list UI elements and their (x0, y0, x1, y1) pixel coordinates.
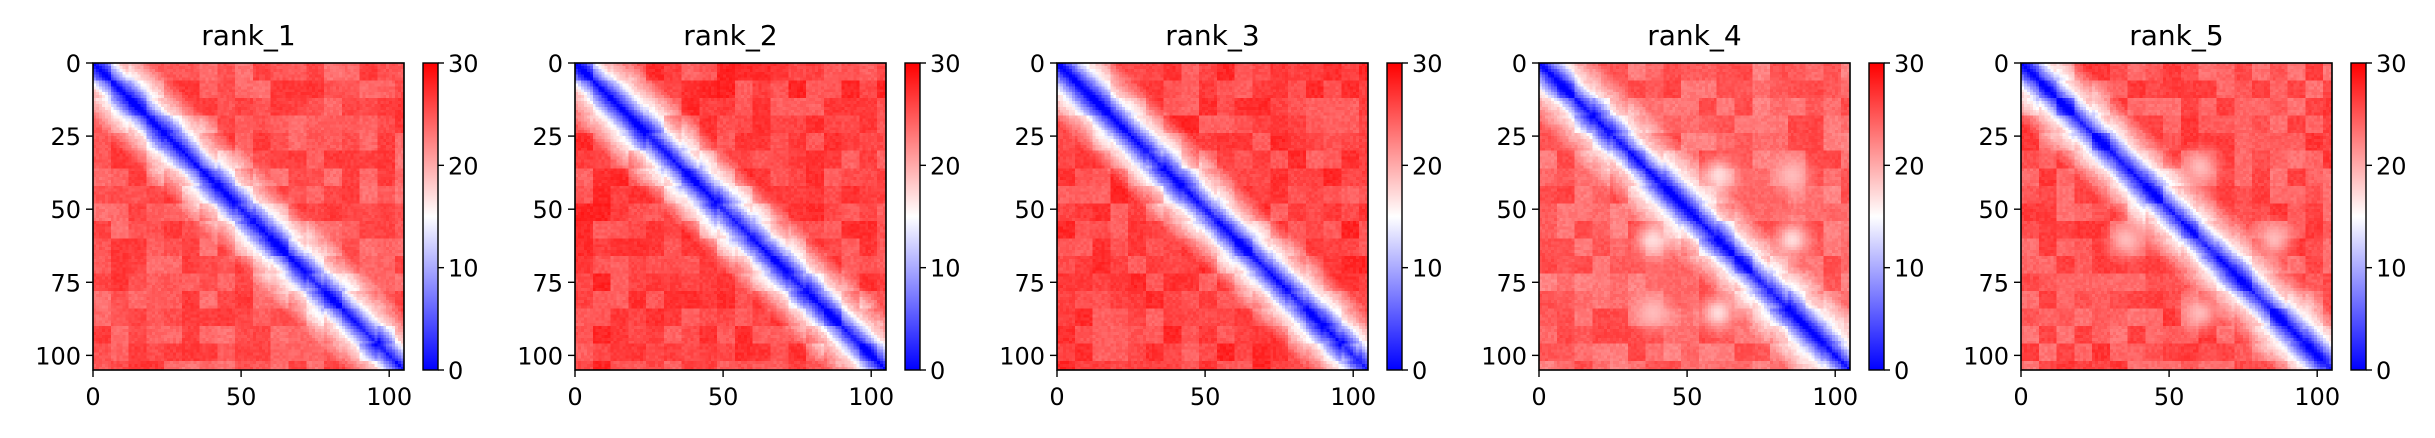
colorbar-tick-label: 20 (1894, 152, 1925, 180)
y-tick-label: 25 (1496, 123, 1527, 151)
x-tick-label: 100 (848, 383, 894, 411)
y-tick-label: 25 (1014, 123, 1045, 151)
colorbar (2350, 62, 2367, 371)
colorbar-tick-label: 30 (930, 50, 961, 78)
colorbar-tick-label: 0 (2376, 357, 2391, 385)
colorbar-tick-label: 10 (2376, 255, 2407, 283)
axes-frame (2020, 62, 2333, 371)
colorbar-tick-label: 0 (1412, 357, 1427, 385)
colorbar-tick-label: 30 (448, 50, 479, 78)
colorbar-tick-label: 0 (1894, 357, 1909, 385)
y-tick-label: 0 (1512, 50, 1527, 78)
colorbar-tick-label: 20 (448, 152, 479, 180)
colorbar-tick-label: 20 (930, 152, 961, 180)
axes-frame (92, 62, 405, 371)
y-tick-label: 100 (35, 342, 81, 370)
x-tick-label: 0 (85, 383, 100, 411)
x-tick-label: 50 (1672, 383, 1703, 411)
x-tick-label: 50 (2154, 383, 2185, 411)
y-tick-label: 100 (999, 342, 1045, 370)
axes-frame (574, 62, 887, 371)
y-tick-label: 50 (532, 196, 563, 224)
colorbar (904, 62, 921, 371)
y-tick-label: 0 (548, 50, 563, 78)
colorbar-tick-label: 30 (1412, 50, 1443, 78)
x-tick-label: 100 (1330, 383, 1376, 411)
colorbar-tick-label: 20 (1412, 152, 1443, 180)
x-tick-label: 100 (1812, 383, 1858, 411)
colorbar-tick-label: 20 (2376, 152, 2407, 180)
y-tick-label: 50 (1014, 196, 1045, 224)
axes-frame (1538, 62, 1851, 371)
colorbar-tick-label: 10 (1412, 255, 1443, 283)
heatmap-image (2021, 63, 2332, 370)
y-tick-label: 75 (1014, 269, 1045, 297)
colorbar-tick-label: 0 (930, 357, 945, 385)
y-tick-label: 25 (532, 123, 563, 151)
y-tick-label: 0 (66, 50, 81, 78)
y-tick-label: 25 (1978, 123, 2009, 151)
colorbar-tick-label: 30 (2376, 50, 2407, 78)
heatmap-image (1539, 63, 1850, 370)
x-tick-label: 100 (2294, 383, 2340, 411)
colorbar (1868, 62, 1885, 371)
x-tick-label: 50 (708, 383, 739, 411)
y-tick-label: 75 (50, 269, 81, 297)
panel-title: rank_5 (2129, 19, 2223, 52)
x-tick-label: 100 (366, 383, 412, 411)
axes-frame (1056, 62, 1369, 371)
x-tick-label: 0 (1049, 383, 1064, 411)
colorbar-tick-label: 10 (448, 255, 479, 283)
heatmap-image (93, 63, 404, 370)
heatmap-image (1057, 63, 1368, 370)
y-tick-label: 75 (1978, 269, 2009, 297)
y-tick-label: 25 (50, 123, 81, 151)
colorbar-tick-label: 10 (1894, 255, 1925, 283)
x-tick-label: 50 (1190, 383, 1221, 411)
y-tick-label: 100 (517, 342, 563, 370)
x-tick-label: 0 (1531, 383, 1546, 411)
colorbar-tick-label: 10 (930, 255, 961, 283)
colorbar-tick-label: 0 (448, 357, 463, 385)
panel-title: rank_1 (201, 19, 295, 52)
panel-title: rank_2 (683, 19, 777, 52)
y-tick-label: 75 (1496, 269, 1527, 297)
y-tick-label: 50 (50, 196, 81, 224)
y-tick-label: 50 (1496, 196, 1527, 224)
y-tick-label: 100 (1963, 342, 2009, 370)
y-tick-label: 75 (532, 269, 563, 297)
x-tick-label: 0 (2013, 383, 2028, 411)
panel-title: rank_4 (1647, 19, 1741, 52)
heatmap-image (575, 63, 886, 370)
y-tick-label: 100 (1481, 342, 1527, 370)
colorbar-tick-label: 30 (1894, 50, 1925, 78)
x-tick-label: 0 (567, 383, 582, 411)
x-tick-label: 50 (226, 383, 257, 411)
y-tick-label: 0 (1030, 50, 1045, 78)
y-tick-label: 50 (1978, 196, 2009, 224)
y-tick-label: 0 (1994, 50, 2009, 78)
colorbar (422, 62, 439, 371)
panel-title: rank_3 (1165, 19, 1259, 52)
colorbar (1386, 62, 1403, 371)
